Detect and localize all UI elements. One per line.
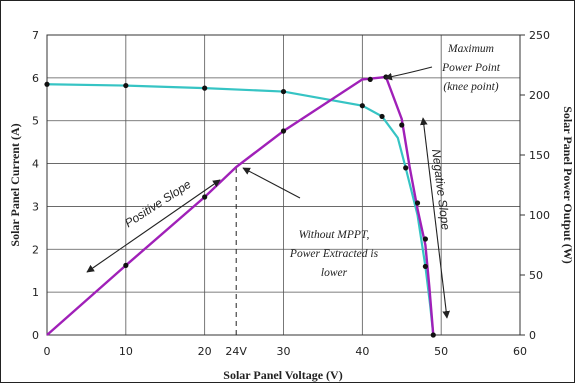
y-right-tick-label: 150: [529, 149, 550, 162]
y-left-tick-label: 3: [32, 200, 39, 213]
power-point: [280, 128, 287, 134]
y-right-axis-label: Solar Panel Power Output (W): [561, 106, 575, 264]
mpp-pointer-arrow: [384, 66, 433, 81]
without-mppt-line1: Without MPPT,: [299, 229, 370, 241]
y-left-tick-label: 4: [32, 158, 39, 171]
x-tick-label: 40: [355, 345, 369, 358]
power-point: [123, 262, 129, 268]
positive-slope-arrow: [86, 179, 221, 273]
mpp-label-line2: Power Point: [441, 62, 501, 74]
current-point: [422, 263, 428, 270]
x-tick-label: 20: [198, 345, 212, 358]
y-right-tick-label: 200: [529, 89, 550, 102]
power-point: [202, 194, 208, 200]
grid-lines: [46, 34, 521, 336]
current-curve: [46, 83, 435, 336]
power-point: [367, 76, 373, 82]
x-tick-label: 0: [44, 345, 51, 358]
y-left-tick-label: 7: [32, 29, 39, 42]
y-left-tick-label: 0: [32, 329, 39, 342]
power-point: [414, 200, 421, 206]
power-curve: [46, 75, 435, 336]
power-point: [430, 332, 436, 338]
positive-slope-label: Positive Slope: [122, 177, 194, 230]
x-tick-label: 10: [119, 345, 133, 358]
plot-border: [46, 34, 521, 336]
mpp-label-line1: Maximum: [447, 43, 494, 55]
mpp-label-line3: (knee point): [443, 81, 498, 93]
current-point: [379, 113, 385, 120]
power-point: [399, 122, 405, 128]
x-tick-label: 30: [277, 345, 291, 358]
current-point: [359, 103, 365, 109]
negative-slope-arrow: [420, 117, 450, 319]
x-tick-label: 24V: [225, 345, 247, 358]
current-point: [280, 88, 287, 95]
y-right-tick-label: 50: [529, 269, 543, 282]
y-left-tick-label: 2: [32, 243, 39, 256]
x-axis-label: Solar Panel Voltage (V): [223, 368, 342, 382]
y-right-tick-label: 100: [529, 209, 550, 222]
without-mppt-pointer-arrow: [242, 167, 301, 199]
current-point: [202, 85, 208, 91]
current-point: [123, 82, 129, 89]
y-left-tick-label: 5: [32, 115, 39, 128]
current-point: [403, 165, 409, 171]
negative-slope-label: Negative Slope: [429, 148, 453, 231]
current-point: [44, 81, 50, 87]
y-right-tick-label: 0: [529, 329, 536, 342]
y-left-tick-label: 1: [32, 286, 39, 299]
y-left-axis-label: Solar Panel Current (A): [8, 123, 22, 246]
x-tick-label: 60: [513, 345, 527, 358]
y-right-tick-label: 250: [529, 29, 550, 42]
y-left-tick-label: 6: [32, 72, 39, 85]
without-mppt-line2: Power Extracted is: [289, 248, 379, 260]
power-point: [422, 236, 428, 242]
x-tick-label: 50: [434, 345, 448, 358]
without-mppt-line3: lower: [321, 267, 348, 279]
